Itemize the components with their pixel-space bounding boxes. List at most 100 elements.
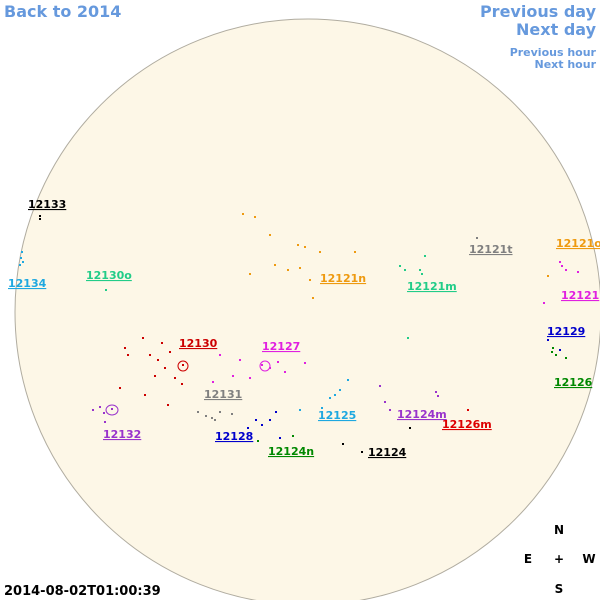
region-label[interactable]: 12134 xyxy=(8,277,47,290)
sunspot-ring xyxy=(105,404,119,416)
region-label[interactable]: 12124n xyxy=(268,445,314,458)
sunspot xyxy=(559,261,561,263)
region-label[interactable]: 12121 xyxy=(561,289,599,302)
sunspot xyxy=(261,364,263,366)
sunspot xyxy=(275,411,277,413)
sunspot xyxy=(103,412,105,414)
sunspot xyxy=(334,394,336,396)
sunspot xyxy=(157,359,159,361)
sunspot-ring xyxy=(259,360,271,372)
next-hour-link[interactable]: Next hour xyxy=(535,58,597,71)
region-label[interactable]: 12121o xyxy=(556,237,600,250)
sunspot xyxy=(292,435,294,437)
sunspot xyxy=(182,364,184,366)
region-label[interactable]: 12125 xyxy=(318,409,356,422)
sunspot xyxy=(19,264,21,266)
region-label[interactable]: 12127 xyxy=(262,340,300,353)
sunspot xyxy=(219,411,221,413)
sunspot xyxy=(231,413,233,415)
sunspot xyxy=(304,362,306,364)
sunspot xyxy=(551,351,553,353)
sunspot xyxy=(111,408,113,410)
sunspot xyxy=(321,407,323,409)
region-label[interactable]: 12121m xyxy=(407,280,457,293)
sunspot xyxy=(565,357,567,359)
region-label[interactable]: 12121n xyxy=(320,272,366,285)
sunspot xyxy=(319,251,321,253)
sunspot xyxy=(547,275,549,277)
sunspot xyxy=(565,269,567,271)
sunspot xyxy=(339,389,341,391)
timestamp: 2014-08-02T01:00:39 xyxy=(4,584,161,599)
sunspot xyxy=(476,237,478,239)
sunspot xyxy=(142,337,144,339)
sunspot xyxy=(299,267,301,269)
sunspot xyxy=(257,440,259,442)
sunspot xyxy=(197,411,199,413)
compass-north: N xyxy=(554,523,564,537)
next-day-link[interactable]: Next day xyxy=(516,20,597,39)
sunspot xyxy=(39,218,41,220)
sunspot xyxy=(254,216,256,218)
region-label[interactable]: 12132 xyxy=(103,428,141,441)
previous-day-link[interactable]: Previous day xyxy=(480,2,597,21)
sunspot xyxy=(384,401,386,403)
region-label[interactable]: 12126 xyxy=(554,376,593,389)
sunspot xyxy=(232,375,234,377)
compass-west: W xyxy=(582,552,595,566)
sunspot xyxy=(104,421,106,423)
sunspot xyxy=(561,265,563,267)
sunspot xyxy=(287,269,289,271)
sunspot xyxy=(205,415,207,417)
sunspot-marks xyxy=(19,213,579,453)
sunspot xyxy=(467,409,469,411)
sunspot xyxy=(22,261,24,263)
sunspot xyxy=(212,381,214,383)
sunspot xyxy=(419,269,421,271)
region-label[interactable]: 12131 xyxy=(204,388,242,401)
region-label[interactable]: 12130o xyxy=(86,269,132,282)
region-label[interactable]: 12126m xyxy=(442,418,492,431)
region-label[interactable]: 12124m xyxy=(397,408,447,421)
sunspot xyxy=(255,419,257,421)
region-label[interactable]: 12130 xyxy=(179,337,218,350)
sunspot-ring xyxy=(177,360,189,372)
sunspot xyxy=(552,347,554,349)
sunspot xyxy=(555,354,557,356)
sunspot xyxy=(329,397,331,399)
region-label[interactable]: 12128 xyxy=(215,430,253,443)
sunspot xyxy=(164,367,166,369)
sunspot xyxy=(154,375,156,377)
sunspot xyxy=(361,451,363,453)
sunspot xyxy=(169,351,171,353)
sunspot xyxy=(312,297,314,299)
region-label[interactable]: 12121t xyxy=(469,243,513,256)
sunspot xyxy=(354,251,356,253)
sunspot xyxy=(277,361,279,363)
sunspot xyxy=(299,409,301,411)
sunspot xyxy=(174,377,176,379)
compass-center: + xyxy=(554,552,564,566)
region-label[interactable]: 12124 xyxy=(368,446,407,459)
region-label[interactable]: 12129 xyxy=(547,325,585,338)
sunspot xyxy=(119,387,121,389)
sunspot xyxy=(144,394,146,396)
compass-south: S xyxy=(555,582,564,596)
sunspot xyxy=(214,419,216,421)
sunspot xyxy=(342,443,344,445)
previous-hour-link[interactable]: Previous hour xyxy=(510,46,597,59)
sunspot xyxy=(404,269,406,271)
sunspot xyxy=(347,379,349,381)
sunspot xyxy=(421,273,423,275)
sunspot xyxy=(21,251,23,253)
sunspot xyxy=(20,257,22,259)
back-link[interactable]: Back to 2014 xyxy=(4,2,121,21)
sunspot xyxy=(577,271,579,273)
sunspot xyxy=(543,302,545,304)
region-label[interactable]: 12133 xyxy=(28,198,66,211)
sunspot xyxy=(261,424,263,426)
sunspot xyxy=(435,391,437,393)
sunspot xyxy=(309,279,311,281)
sunspot xyxy=(219,354,221,356)
